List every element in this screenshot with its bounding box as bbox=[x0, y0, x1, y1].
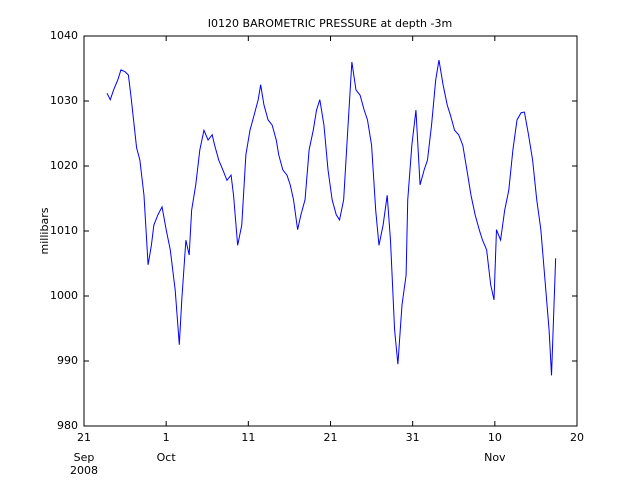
y-tick-label: 1010 bbox=[50, 224, 78, 237]
y-tick-label: 1040 bbox=[50, 29, 78, 42]
y-tick-label: 1020 bbox=[50, 159, 78, 172]
x-tick-label: 11 bbox=[241, 431, 255, 444]
month-label: Nov bbox=[484, 451, 506, 464]
plot-area bbox=[83, 35, 578, 427]
year-label: 2008 bbox=[70, 464, 98, 477]
chart-title: I0120 BAROMETRIC PRESSURE at depth -3m bbox=[208, 17, 452, 30]
y-tick-label: 1030 bbox=[50, 94, 78, 107]
x-tick-label: 21 bbox=[324, 431, 338, 444]
data-line bbox=[106, 59, 557, 376]
x-tick-label: 10 bbox=[488, 431, 502, 444]
x-tick-label: 1 bbox=[163, 431, 170, 444]
month-label: Oct bbox=[157, 451, 177, 464]
x-tick-label: 21 bbox=[77, 431, 91, 444]
y-tick-label: 990 bbox=[57, 354, 78, 367]
y-tick-label: 980 bbox=[57, 419, 78, 432]
month-label: Sep bbox=[74, 451, 95, 464]
x-tick-label: 20 bbox=[570, 431, 584, 444]
x-tick-label: 31 bbox=[406, 431, 420, 444]
y-axis-label: millibars bbox=[38, 207, 51, 254]
y-tick-label: 1000 bbox=[50, 289, 78, 302]
